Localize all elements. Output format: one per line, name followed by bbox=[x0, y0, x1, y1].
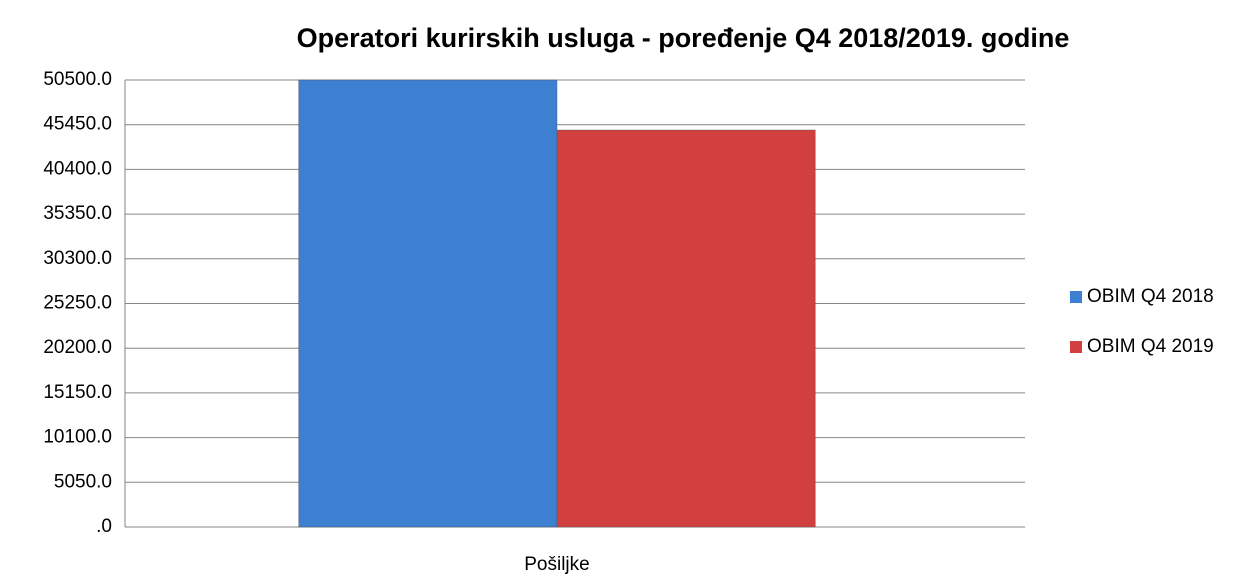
legend-label: OBIM Q4 2019 bbox=[1087, 336, 1214, 357]
y-tick-label: 20200.0 bbox=[43, 337, 112, 358]
chart-title: Operatori kurirskih usluga - poređenje Q… bbox=[297, 23, 1070, 53]
bar bbox=[298, 79, 558, 528]
y-tick-label: .0 bbox=[96, 516, 112, 537]
y-tick-label: 35350.0 bbox=[43, 203, 112, 224]
legend-label: OBIM Q4 2018 bbox=[1087, 286, 1214, 307]
y-tick-label: 15150.0 bbox=[43, 382, 112, 403]
y-tick-label: 5050.0 bbox=[54, 471, 112, 492]
y-tick-label: 45450.0 bbox=[43, 114, 112, 135]
y-tick-label: 30300.0 bbox=[43, 248, 112, 269]
legend-swatch bbox=[1070, 291, 1082, 303]
bar bbox=[556, 129, 816, 528]
y-tick-label: 25250.0 bbox=[43, 293, 112, 314]
y-tick-label: 50500.0 bbox=[43, 69, 112, 90]
x-tick-label: Pošiljke bbox=[524, 554, 589, 575]
legend-swatch bbox=[1070, 341, 1082, 353]
y-tick-label: 40400.0 bbox=[43, 158, 112, 179]
y-tick-label: 10100.0 bbox=[43, 427, 112, 448]
